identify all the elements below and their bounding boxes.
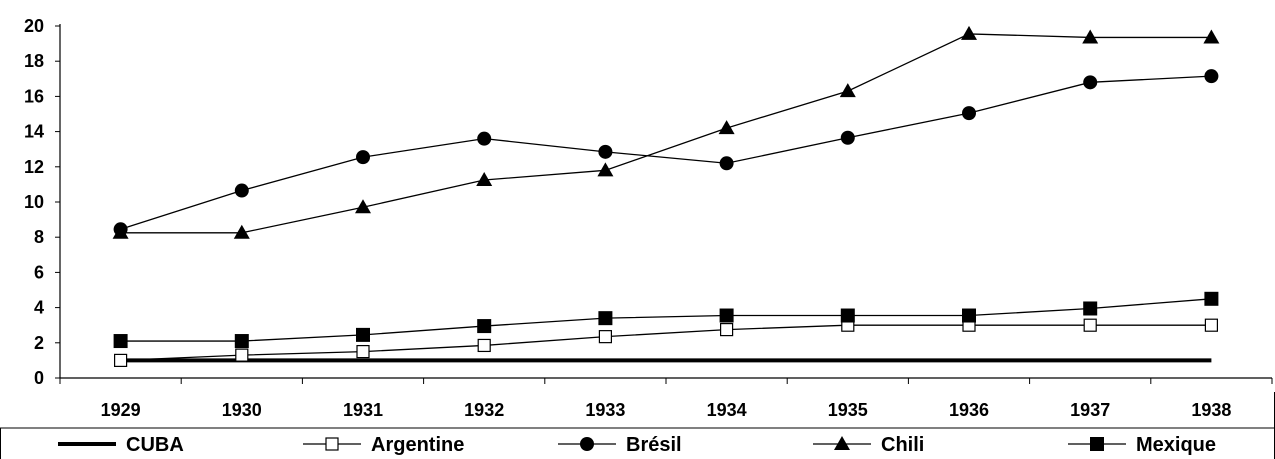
data-point [356,150,370,165]
y-tick-label: 18 [24,51,44,71]
x-tick-label: 1930 [222,400,262,420]
data-point [1203,29,1220,44]
y-tick-label: 8 [34,227,44,247]
x-tick-label: 1932 [464,400,504,420]
y-tick-label: 12 [24,157,44,177]
data-point [355,199,371,214]
y-axis-tick-labels: 0 2 4 6 8 10 12 14 16 18 20 [24,16,44,388]
data-point [1204,69,1219,84]
data-point [719,323,734,337]
legend-item-mexique: Mexique [1068,434,1216,456]
data-point [234,183,249,198]
y-tick-label: 4 [34,298,44,318]
data-point [598,311,613,326]
x-tick-label: 1931 [343,400,383,420]
series-line [120,324,1212,362]
data-point [356,327,370,342]
legend-label: CUBA [126,434,184,456]
x-tick-label: 1933 [585,400,625,420]
y-tick-label: 20 [24,16,44,36]
legend: CUBA Argentine Brésil Chili Mexique [58,434,1216,456]
legend-marker [325,437,339,451]
data-point [961,25,977,40]
legend-label: Brésil [626,434,682,456]
data-point [719,156,734,171]
series-chili [112,25,1220,239]
data-point [1083,301,1098,316]
data-point [718,120,735,135]
data-point [598,144,613,159]
legend-item-argentine: Argentine [303,434,464,456]
legend-item-cuba: CUBA [58,434,184,456]
y-tick-label: 0 [34,368,44,388]
legend-label: Chili [881,434,924,456]
x-tick-label: 1936 [949,400,989,420]
data-point [839,83,856,98]
data-point [477,338,491,353]
x-tick-label: 1929 [101,400,141,420]
data-point [1204,291,1219,306]
axes [0,24,1275,459]
data-point [840,308,855,323]
series-mexique [113,291,1219,349]
data-point [476,172,493,186]
data-point [840,130,855,145]
x-tick-label: 1935 [828,400,868,420]
x-tick-label: 1938 [1191,400,1231,420]
legend-marker [580,437,594,451]
data-point [112,224,129,239]
legend-marker [1090,437,1104,451]
data-point [113,353,128,367]
legend-label: Mexique [1136,434,1216,456]
y-tick-label: 14 [24,122,44,142]
legend-label: Argentine [371,434,464,456]
legend-item-chili: Chili [813,434,924,456]
legend-item-bresil: Brésil [558,434,682,456]
data-point [233,224,250,239]
data-point [1083,318,1097,332]
series-bresil [113,69,1219,237]
y-tick-label: 10 [24,192,44,212]
data-point [477,131,492,146]
data-point [1082,29,1099,44]
x-tick-label: 1934 [707,400,747,420]
data-point [477,319,492,334]
legend-marker [834,436,850,450]
y-tick-label: 16 [24,86,44,106]
data-point [962,106,976,121]
data-point [1204,318,1219,332]
data-point [1083,75,1098,90]
y-tick-label: 2 [34,333,44,353]
data-point [234,334,249,349]
series-lines [112,25,1220,367]
data-point [962,308,976,323]
data-point [597,162,614,177]
data-point [598,330,613,344]
data-point [356,345,370,359]
data-point [113,334,128,349]
y-tick-label: 6 [34,262,44,282]
data-point [719,308,734,323]
series-line [120,33,1212,234]
x-tick-label: 1937 [1070,400,1110,420]
series-line [120,298,1212,342]
x-axis-tick-labels: 1929 1930 1931 1932 1933 1934 1935 1936 1937 1938 [101,400,1232,420]
data-point [235,348,249,362]
series-line [120,75,1212,230]
